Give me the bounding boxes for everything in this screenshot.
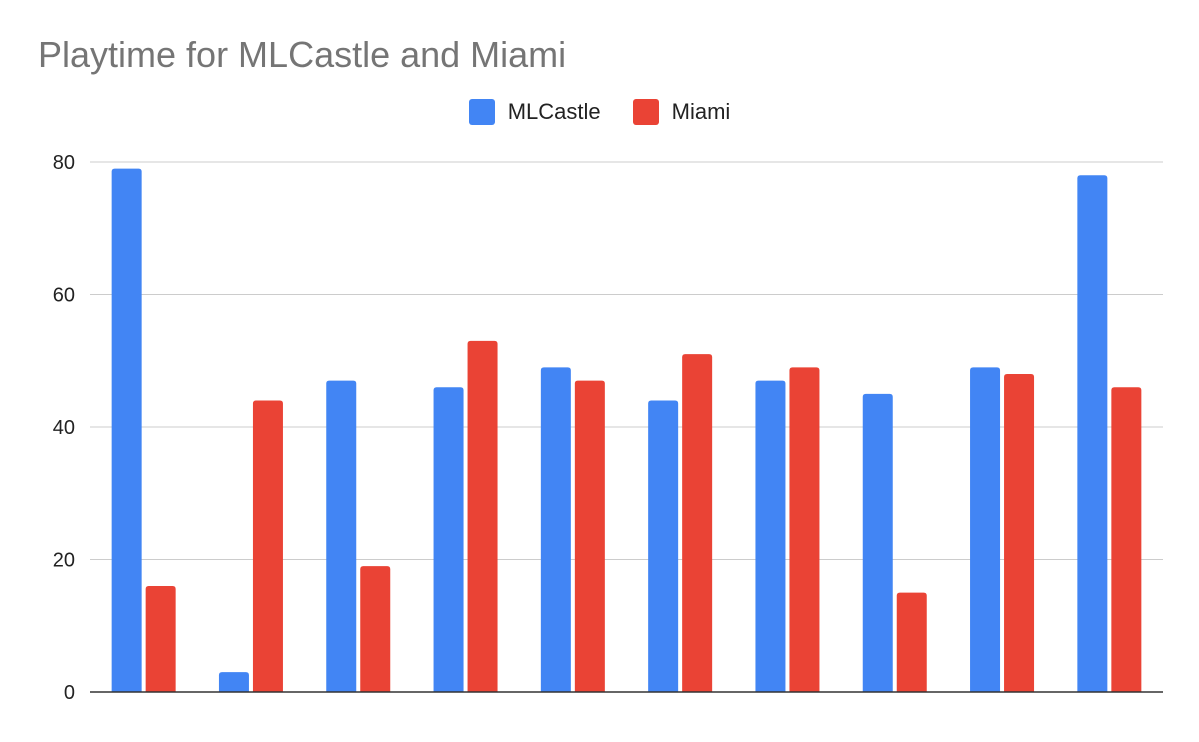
bar-miami-8[interactable] — [896, 592, 927, 692]
bar-mlcastle-3[interactable] — [326, 380, 357, 692]
bars — [111, 168, 1142, 693]
legend-item-miami[interactable]: Miami — [632, 99, 731, 125]
legend-swatch-miami — [632, 99, 659, 125]
y-tick-label: 0 — [64, 682, 75, 704]
grid-lines — [90, 161, 1163, 560]
bar-miami-9[interactable] — [1004, 374, 1035, 692]
y-axis-ticks: 0 20 40 60 80 — [53, 152, 75, 704]
chart-title: Playtime for MLCastle and Miami — [38, 34, 567, 75]
bar-mlcastle-8[interactable] — [862, 393, 893, 692]
y-tick-label: 20 — [53, 550, 75, 572]
y-tick-label: 80 — [53, 152, 75, 174]
bar-mlcastle-9[interactable] — [970, 367, 1001, 692]
bar-miami-7[interactable] — [789, 367, 820, 692]
bar-miami-2[interactable] — [252, 400, 283, 693]
bar-mlcastle-4[interactable] — [433, 387, 464, 692]
bar-miami-4[interactable] — [467, 340, 498, 692]
y-tick-label: 60 — [53, 285, 75, 307]
bar-mlcastle-7[interactable] — [755, 380, 786, 692]
bar-miami-1[interactable] — [145, 586, 176, 692]
bar-mlcastle-1[interactable] — [111, 168, 142, 692]
bar-mlcastle-5[interactable] — [540, 367, 571, 692]
bar-miami-10[interactable] — [1111, 387, 1142, 692]
y-tick-label: 40 — [53, 417, 75, 439]
bar-mlcastle-2[interactable] — [218, 672, 249, 692]
legend-swatch-mlcastle — [468, 99, 495, 125]
bar-miami-5[interactable] — [574, 380, 605, 692]
bar-mlcastle-10[interactable] — [1077, 175, 1108, 692]
legend-label-miami: Miami — [671, 99, 731, 124]
bar-miami-3[interactable] — [360, 566, 391, 692]
legend-item-mlcastle[interactable]: MLCastle — [468, 99, 601, 125]
bar-mlcastle-6[interactable] — [648, 400, 679, 693]
bar-miami-6[interactable] — [682, 354, 713, 692]
legend-label-mlcastle: MLCastle — [507, 99, 601, 124]
chart-legend: MLCastle Miami — [0, 99, 1199, 125]
